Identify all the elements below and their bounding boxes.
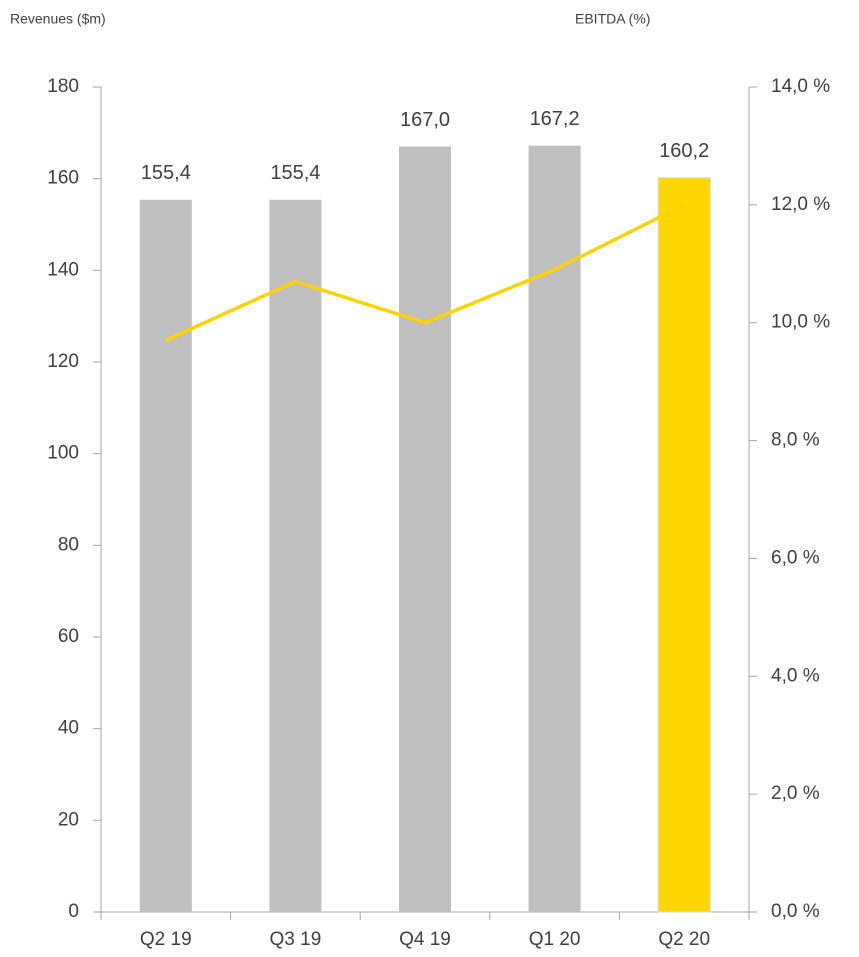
data-label: 155,4 xyxy=(141,162,191,184)
y-tick-label: 40 xyxy=(58,718,79,739)
x-tick-label: Q2 20 xyxy=(658,929,710,950)
y2-tick-label: 0,0 % xyxy=(771,901,820,922)
line xyxy=(165,203,685,342)
y2-tick-label: 6,0 % xyxy=(771,547,820,568)
y-tick-label: 0 xyxy=(68,901,79,922)
y2-tick-label: 12,0 % xyxy=(771,194,830,215)
y-tick-label: 180 xyxy=(47,76,79,97)
y-tick-label: 120 xyxy=(47,351,79,372)
y-tick-label: 100 xyxy=(47,443,79,464)
bar xyxy=(399,146,451,913)
x-tick-label: Q2 19 xyxy=(140,929,192,950)
y2-tick-label: 4,0 % xyxy=(771,665,820,686)
data-label: 160,2 xyxy=(659,140,709,162)
bar xyxy=(139,199,192,912)
y2-tick-label: 2,0 % xyxy=(771,783,820,804)
bar xyxy=(657,177,711,913)
y-tick-label: 140 xyxy=(47,259,79,280)
x-tick-label: Q3 19 xyxy=(270,929,322,950)
bar xyxy=(528,145,581,912)
y2-tick-label: 8,0 % xyxy=(771,430,820,451)
y2-axis-title: EBITDA (%) xyxy=(575,11,650,27)
data-label: 167,2 xyxy=(530,108,580,130)
x-tick-label: Q4 19 xyxy=(399,929,451,950)
data-label: 155,4 xyxy=(270,162,320,184)
y2-tick-label: 14,0 % xyxy=(771,76,830,97)
y-tick-label: 60 xyxy=(58,626,79,647)
y2-tick-label: 10,0 % xyxy=(771,312,830,333)
y-tick-label: 160 xyxy=(47,168,79,189)
bar xyxy=(269,199,322,912)
x-tick-label: Q1 20 xyxy=(529,929,581,950)
y-tick-label: 20 xyxy=(58,809,79,830)
y-tick-label: 80 xyxy=(58,534,79,555)
y-axis-title: Revenues ($m) xyxy=(10,11,106,27)
data-label: 167,0 xyxy=(400,109,450,131)
